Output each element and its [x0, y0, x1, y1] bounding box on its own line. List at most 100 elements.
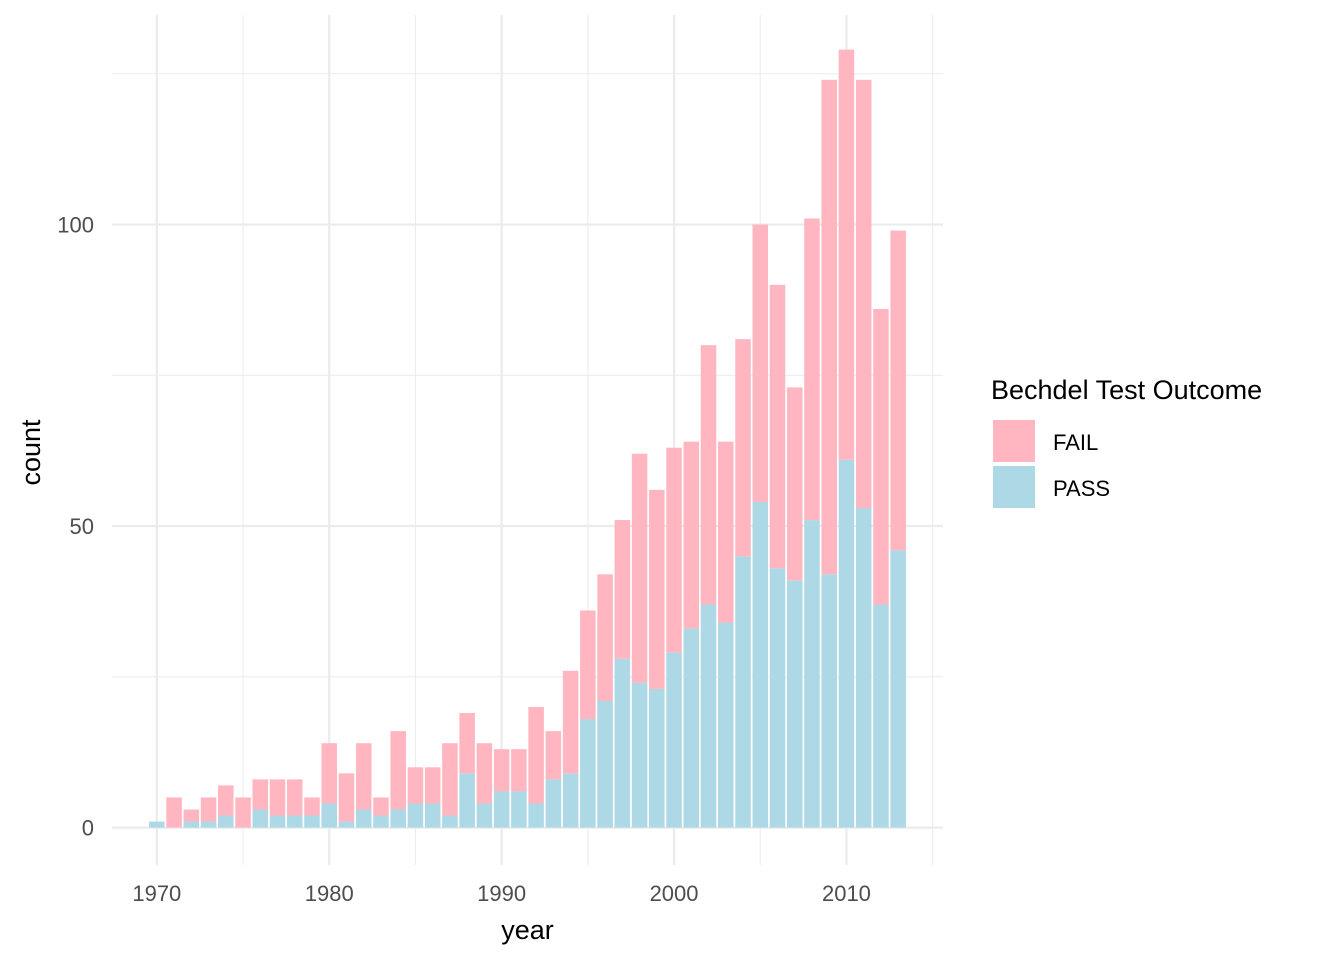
bar-pass — [338, 821, 355, 828]
bar-pass — [252, 809, 269, 828]
bar-pass — [666, 652, 682, 828]
bar-pass — [183, 821, 200, 828]
bar-pass — [545, 779, 562, 828]
bar-fail — [424, 767, 441, 804]
x-tick-label: 1990 — [477, 881, 526, 906]
legend-title: Bechdel Test Outcome — [991, 375, 1262, 405]
bar-pass — [649, 688, 665, 828]
bar-fail — [597, 574, 613, 701]
bar-fail — [580, 610, 596, 720]
bar-pass — [614, 658, 631, 828]
y-tick-label: 100 — [57, 213, 94, 238]
bar-pass — [821, 574, 837, 828]
x-tick-label: 1970 — [132, 881, 181, 906]
bar-fail — [718, 441, 734, 623]
bar-fail — [786, 387, 803, 581]
bar-fail — [321, 743, 337, 804]
bar-fail — [183, 809, 200, 822]
bars — [149, 49, 906, 828]
bar-fail — [562, 670, 579, 774]
bar-pass — [631, 682, 648, 828]
bar-fail — [804, 218, 820, 521]
bar-pass — [562, 773, 579, 828]
bar-pass — [769, 568, 786, 828]
bar-pass — [390, 809, 406, 828]
bar-pass — [424, 803, 441, 828]
bar-pass — [493, 791, 510, 828]
bar-fail — [235, 797, 251, 828]
bar-fail — [649, 489, 665, 689]
bar-fail — [821, 79, 837, 575]
bar-pass — [442, 815, 458, 828]
bar-fail — [890, 230, 906, 551]
bar-pass — [286, 815, 303, 828]
bar-pass — [459, 773, 475, 828]
bar-fail — [855, 79, 872, 508]
bar-fail — [252, 779, 269, 810]
bar-fail — [511, 749, 527, 792]
bar-fail — [700, 345, 717, 605]
bar-pass — [149, 821, 165, 828]
bar-fail — [355, 743, 372, 810]
bar-fail — [838, 49, 855, 460]
bar-pass — [700, 604, 717, 828]
bar-fail — [735, 339, 751, 557]
bar-pass — [355, 809, 372, 828]
bar-fail — [442, 743, 458, 816]
bar-fail — [166, 797, 182, 828]
bar-fail — [390, 731, 406, 810]
bar-fail — [769, 284, 786, 569]
bar-pass — [511, 791, 527, 828]
bar-fail — [528, 706, 544, 804]
bar-fail — [666, 447, 682, 653]
bar-fail — [752, 224, 769, 502]
y-axis-ticks: 0 50 100 — [57, 213, 94, 841]
bar-pass — [873, 604, 889, 828]
bar-pass — [890, 550, 906, 828]
bar-pass — [218, 815, 234, 828]
bar-pass — [200, 821, 217, 828]
bar-pass — [683, 628, 700, 828]
x-tick-label: 1980 — [305, 881, 354, 906]
bar-pass — [407, 803, 424, 828]
bar-fail — [631, 453, 648, 683]
bar-pass — [476, 803, 493, 828]
bar-pass — [838, 459, 855, 828]
y-axis-title: count — [16, 419, 46, 486]
bar-fail — [286, 779, 303, 816]
bar-fail — [269, 779, 286, 816]
x-tick-label: 2010 — [822, 881, 871, 906]
x-axis-ticks: 1970 1980 1990 2000 2010 — [132, 881, 871, 906]
bar-fail — [218, 785, 234, 816]
bar-pass — [528, 803, 544, 828]
bar-fail — [614, 520, 631, 659]
legend-key-fail — [993, 420, 1035, 462]
legend: Bechdel Test Outcome FAIL PASS — [991, 375, 1262, 508]
bar-fail — [338, 773, 355, 822]
bar-fail — [200, 797, 217, 822]
bar-pass — [321, 803, 337, 828]
bar-pass — [752, 501, 769, 828]
bar-pass — [269, 815, 286, 828]
bar-pass — [718, 622, 734, 828]
legend-label: PASS — [1053, 476, 1110, 501]
bar-fail — [476, 743, 493, 804]
bar-pass — [786, 580, 803, 828]
x-tick-label: 2000 — [650, 881, 699, 906]
bar-fail — [545, 731, 562, 780]
y-tick-label: 50 — [70, 514, 94, 539]
x-axis-title: year — [501, 915, 554, 945]
bar-pass — [304, 815, 320, 828]
bar-pass — [597, 700, 613, 828]
bar-pass — [580, 719, 596, 828]
bar-pass — [804, 520, 820, 828]
bar-pass — [373, 815, 389, 828]
bar-pass — [735, 556, 751, 828]
bar-fail — [493, 749, 510, 792]
bar-fail — [373, 797, 389, 816]
y-tick-label: 0 — [82, 816, 94, 841]
bar-fail — [683, 441, 700, 629]
bar-fail — [407, 767, 424, 804]
